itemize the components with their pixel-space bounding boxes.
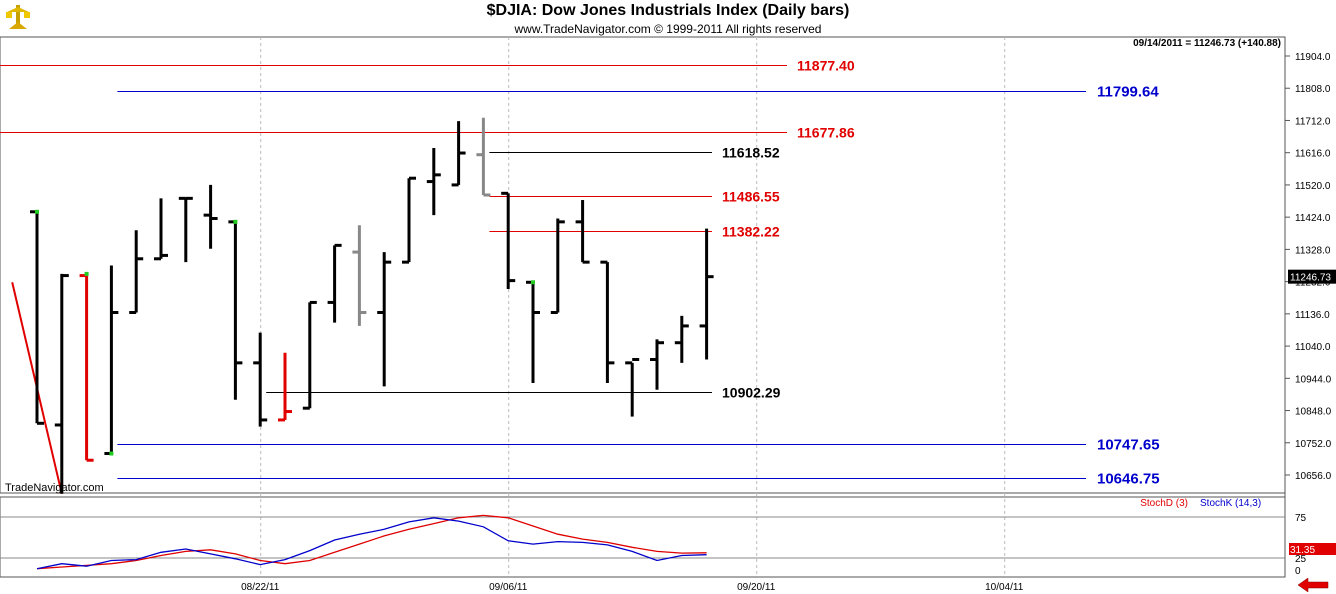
trade-navigator-logo-icon <box>3 2 33 37</box>
price-tick-label: 11520.0 <box>1295 181 1331 192</box>
watermark: TradeNavigator.com <box>5 482 104 494</box>
price-bar <box>178 196 193 263</box>
price-tick-label: 11712.0 <box>1295 116 1331 127</box>
chart-title: $DJIA: Dow Jones Industrials Index (Dail… <box>486 2 850 19</box>
price-bar <box>674 315 689 363</box>
date-label: 08/22/11 <box>241 582 280 593</box>
stoch-d-legend: StochD (3) <box>1140 498 1188 509</box>
price-tick-label: 10944.0 <box>1295 374 1332 385</box>
price-tick-label: 10848.0 <box>1295 407 1332 418</box>
price-bar <box>203 184 218 249</box>
level-label: 10747.65 <box>1097 437 1160 454</box>
price-tick-label: 10656.0 <box>1295 471 1332 482</box>
price-bar <box>476 117 491 197</box>
price-bar <box>575 200 590 264</box>
level-label: 10646.75 <box>1097 471 1160 488</box>
price-tick-label: 11328.0 <box>1295 245 1331 256</box>
price-bar <box>278 352 292 422</box>
date-label: 09/06/11 <box>489 582 528 593</box>
price-bar <box>327 243 342 323</box>
last-price-box <box>1288 269 1336 284</box>
signal-dot <box>84 271 89 276</box>
price-bar <box>377 252 392 387</box>
level-label: 11677.86 <box>797 125 855 141</box>
price-tick-label: 11136.0 <box>1295 310 1330 321</box>
price-bar <box>253 332 268 427</box>
stoch-d-line <box>36 514 707 570</box>
price-bar <box>625 358 640 417</box>
price-tick-label: 11904.0 <box>1295 52 1331 63</box>
date-label: 10/04/11 <box>985 582 1024 593</box>
level-label: 11486.55 <box>722 189 780 205</box>
stoch-last-value: 31.35 <box>1290 545 1315 556</box>
level-label: 11877.40 <box>797 58 855 74</box>
price-bar <box>352 225 367 326</box>
price-tick-label: 10752.0 <box>1295 439 1332 450</box>
date-label: 09/20/11 <box>737 582 776 593</box>
stoch-k-legend: StochK (14,3) <box>1200 498 1261 509</box>
price-tick-label: 11040.0 <box>1295 342 1331 353</box>
level-label: 11799.64 <box>1097 84 1159 101</box>
level-label: 10902.29 <box>722 385 781 401</box>
stoch-last-value-box <box>1289 543 1336 555</box>
stoch-axis-label: 75 <box>1295 513 1307 524</box>
price-bar <box>451 121 466 187</box>
price-bar <box>129 230 144 315</box>
last-price-label: 11246.73 <box>1290 273 1331 284</box>
level-label: 11618.52 <box>722 145 780 161</box>
stoch-axis-label: 0 <box>1295 566 1301 577</box>
price-bar <box>154 198 168 261</box>
price-bar <box>302 300 317 410</box>
price-bar <box>600 260 615 384</box>
signal-dot <box>233 219 238 224</box>
price-bar <box>402 176 416 264</box>
red-left-arrow-icon[interactable] <box>1297 577 1329 593</box>
signal-dot <box>35 209 39 214</box>
price-tick-label: 11424.0 <box>1295 213 1331 224</box>
price-tick-label: 11808.0 <box>1295 84 1331 95</box>
status-readout: 09/14/2011 = 11246.73 (+140.88) <box>1133 38 1281 49</box>
level-label: 11382.22 <box>722 224 780 240</box>
price-bar <box>699 228 714 360</box>
signal-dot <box>531 280 535 285</box>
signal-dot <box>109 451 114 456</box>
chart-subtitle: www.TradeNavigator.com © 1999-2011 All r… <box>514 22 822 36</box>
price-bar <box>426 147 441 216</box>
price-bar <box>54 273 69 494</box>
price-bar <box>501 191 516 290</box>
price-bar <box>550 218 565 315</box>
stoch-axis-label: 25 <box>1295 554 1307 565</box>
stoch-k-line <box>36 517 707 570</box>
price-tick-label: 11616.0 <box>1295 149 1331 160</box>
price-bar <box>650 339 664 390</box>
